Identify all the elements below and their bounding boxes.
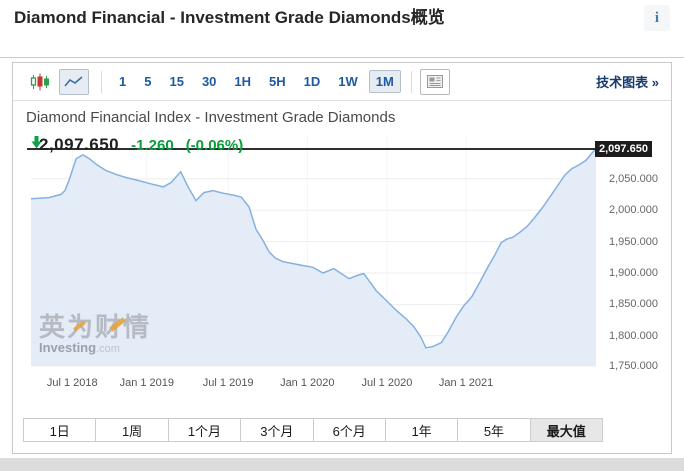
line-chart-button[interactable] <box>59 68 89 95</box>
interval-group: 1 5 15 30 1H 5H 1D 1W 1M <box>110 70 403 93</box>
price-change-percent: (-0.06%) <box>185 137 244 154</box>
news-panel-button[interactable] <box>419 68 450 95</box>
page-title: Diamond Financial - Investment Grade Dia… <box>14 8 445 27</box>
range-button-3个月[interactable]: 3个月 <box>240 419 313 441</box>
range-button-最大值[interactable]: 最大值 <box>529 419 602 441</box>
interval-5[interactable]: 5 <box>144 74 152 89</box>
price-arrow-down-icon <box>31 136 42 149</box>
interval-1w[interactable]: 1W <box>338 74 358 89</box>
line-chart-icon <box>64 75 83 87</box>
chart-plot-area[interactable]: 2,097.650 -1.260 (-0.06%) 2,097.650 英为财情… <box>27 135 658 389</box>
current-price-line <box>27 147 599 150</box>
price-readout: 2,097.650 -1.260 (-0.06%) <box>39 135 243 155</box>
info-button[interactable]: i <box>644 5 670 31</box>
range-button-1周[interactable]: 1周 <box>95 419 168 441</box>
technical-chart-link[interactable]: 技术图表 » <box>596 75 659 90</box>
candlestick-chart-button[interactable] <box>25 69 55 95</box>
candlestick-icon <box>30 73 49 90</box>
y-axis-label: 1,850.000 <box>609 298 658 311</box>
chart-card: 1 5 15 30 1H 5H 1D 1W 1M 技术图表 » Diamond Financia… <box>12 62 672 454</box>
range-button-1年[interactable]: 1年 <box>384 419 458 441</box>
range-button-6个月[interactable]: 6个月 <box>312 419 385 441</box>
price-axis-badge: 2,097.650 <box>595 140 652 157</box>
page-header: Diamond Financial - Investment Grade Dia… <box>0 0 684 58</box>
last-price: 2,097.650 <box>39 135 120 154</box>
range-button-1个月[interactable]: 1个月 <box>167 419 241 441</box>
interval-1h[interactable]: 1H <box>234 74 252 89</box>
y-axis-label: 2,050.000 <box>609 172 658 185</box>
x-axis-label: Jul 1 2018 <box>46 377 98 389</box>
range-button-5年[interactable]: 5年 <box>457 419 530 441</box>
y-axis-label: 1,800.000 <box>609 329 658 342</box>
x-axis-label: Jul 1 2019 <box>202 377 254 389</box>
price-change: -1.260 <box>131 137 174 154</box>
newspaper-icon <box>426 75 443 88</box>
y-axis-label: 1,750.000 <box>609 360 658 372</box>
y-axis-label: 1,900.000 <box>609 266 658 279</box>
area-chart <box>30 136 597 367</box>
date-range-selector: 1日 1周 1个月 3个月 6个月 1年 5年 最大值 <box>23 418 603 442</box>
y-axis-label: 1,950.000 <box>609 235 658 248</box>
interval-1[interactable]: 1 <box>119 74 127 89</box>
x-axis-label: Jan 1 2021 <box>438 377 494 389</box>
y-axis-label: 2,000.000 <box>609 204 658 217</box>
interval-1m[interactable]: 1M <box>368 70 401 93</box>
x-axis-label: Jul 1 2020 <box>361 377 413 389</box>
interval-15[interactable]: 15 <box>169 74 184 89</box>
interval-30[interactable]: 30 <box>201 74 217 89</box>
x-axis-label: Jan 1 2020 <box>280 377 335 389</box>
range-button-1日[interactable]: 1日 <box>24 419 96 441</box>
toolbar-separator <box>101 70 102 93</box>
window-bottom-edge <box>0 458 684 471</box>
info-icon: i <box>654 9 660 26</box>
interval-5h[interactable]: 5H <box>269 74 286 89</box>
interval-1d[interactable]: 1D <box>303 74 321 89</box>
toolbar-separator <box>410 70 412 93</box>
chart-toolbar: 1 5 15 30 1H 5H 1D 1W 1M 技术图表 » <box>13 63 671 101</box>
x-axis-label: Jan 1 2019 <box>119 377 175 389</box>
chart-title: Diamond Financial Index - Investment Gra… <box>26 109 396 126</box>
